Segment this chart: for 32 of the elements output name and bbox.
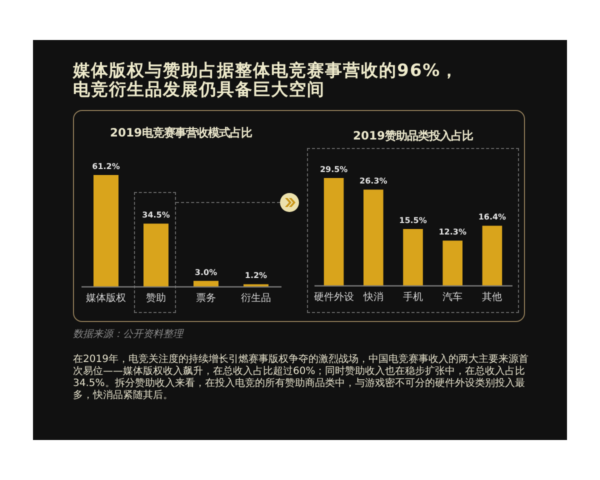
x-tick-label: 衍生品 [240,292,271,304]
x-tick-label: 赞助 [146,292,166,304]
data-label: 3.0% [194,268,218,277]
data-label: 26.3% [360,176,388,186]
data-label: 16.4% [478,212,506,222]
data-label: 1.2% [244,270,268,280]
bar [403,229,423,286]
bar [482,226,502,286]
bar [243,284,268,286]
text: 媒体版权与赞助占据整体电竞赛事营收的96%，电竞衍生品发展仍具备巨大空间 [73,61,460,100]
text: 在2019年，电竞关注度的持续增长引燃赛事版权争夺的激烈战场，中国电竞赛事收入的两大主要来源首次易位——媒体版权收入飙升，在总收入占比超过60%；同时赞助收入也在稳步扩张中，在总收入占比34.5%。拆分赞助收入来看，在投入电竞的所有赞助商品类中，与游戏密不可分的硬件外设类别投入最多，快消品紧随其后。 [73,354,530,402]
bar [144,223,168,286]
data-label: 61.2% [92,162,120,171]
x-tick-label: 手机 [403,291,423,304]
data-label: 34.5% [142,210,170,220]
x-tick-label: 硬件外设 [314,291,354,304]
bar [442,240,462,286]
data-label: 15.5% [399,216,427,226]
bar [194,280,218,286]
x-tick-label: 汽车 [442,291,463,304]
bar [324,178,344,286]
chart-title: 2019电竞赛事营收模式占比 [110,125,252,140]
bar [94,174,119,286]
x-tick-label: 媒体版权 [86,292,126,304]
source-note: 数据来源：公开资料整理 [73,328,185,341]
x-tick-label: 其他 [482,291,502,304]
x-tick-label: 快消 [362,291,384,304]
chart-title: 2019赞助品类投入占比 [353,128,473,143]
data-label: 29.5% [320,165,348,174]
x-tick-label: 票务 [196,292,216,304]
data-label: 12.3% [438,228,466,237]
bar [364,190,384,286]
